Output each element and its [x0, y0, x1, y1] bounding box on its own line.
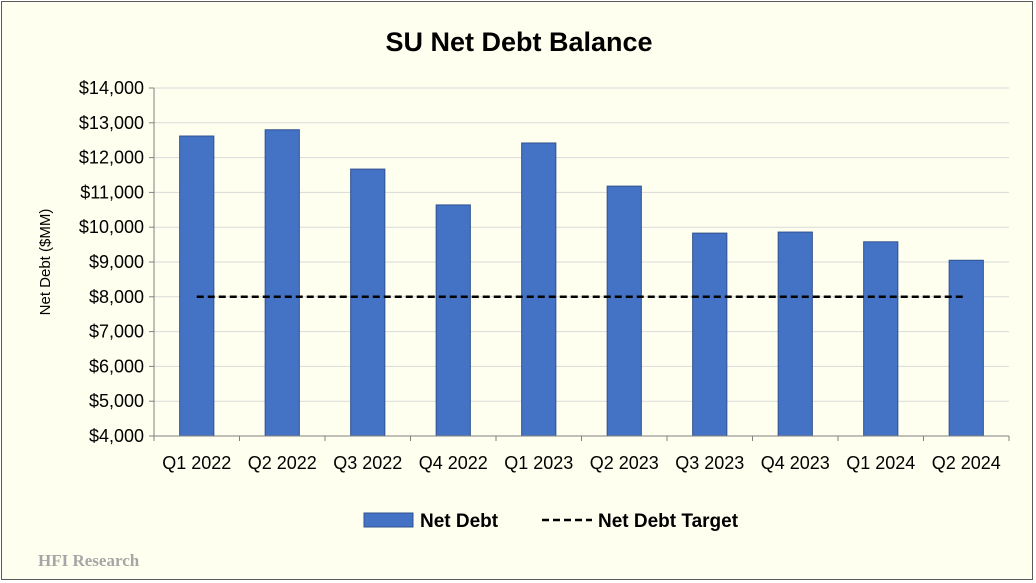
y-tick-labels: $4,000 $5,000 $6,000 $7,000 $8,000 $9,000 $10,… [79, 78, 144, 446]
x-tick-label: Q3 2023 [675, 453, 744, 473]
x-tick-label: Q2 2023 [590, 453, 659, 473]
bar-net-debt [692, 232, 728, 437]
bar-net-debt [350, 168, 386, 437]
y-tick-label: $14,000 [79, 78, 144, 98]
x-tick-label: Q4 2022 [419, 453, 488, 473]
x-tick-label: Q2 2024 [932, 453, 1001, 473]
y-tick-label: $10,000 [79, 217, 144, 237]
watermark: HFI Research [38, 551, 140, 570]
y-axis-title: Net Debt ($MM) [37, 209, 54, 316]
y-tick-label: $9,000 [89, 252, 144, 272]
axes [153, 88, 1010, 441]
x-tick-label: Q2 2022 [248, 453, 317, 473]
x-tick-label: Q1 2023 [504, 453, 573, 473]
y-tick-label: $11,000 [80, 182, 144, 202]
y-tick-label: $8,000 [89, 287, 144, 307]
legend-label-net-debt: Net Debt [420, 511, 499, 532]
y-tick-label: $5,000 [89, 391, 144, 411]
y-tick-label: $6,000 [89, 356, 144, 376]
y-tick-label: $4,000 [89, 426, 144, 446]
bar-net-debt [521, 142, 557, 437]
bar-net-debt [435, 204, 471, 437]
chart-title: SU Net Debt Balance [385, 27, 652, 57]
bar-series [179, 129, 984, 437]
x-tick-label: Q3 2022 [333, 453, 402, 473]
x-tick-label: Q1 2024 [846, 453, 915, 473]
y-tick-label: $7,000 [89, 322, 144, 342]
bar-net-debt [179, 135, 215, 437]
bar-net-debt [948, 259, 984, 437]
x-tick-label: Q4 2023 [761, 453, 830, 473]
y-tick-label: $12,000 [79, 148, 144, 168]
bar-net-debt [264, 129, 300, 437]
bar-net-debt [863, 241, 899, 437]
bar-net-debt [606, 185, 642, 437]
legend: Net Debt Net Debt Target [363, 511, 739, 532]
x-tick-labels: Q1 2022 Q2 2022 Q3 2022 Q4 2022 Q1 2023 Q2 20… [162, 453, 1001, 473]
legend-swatch-net-debt [363, 512, 414, 528]
y-tick-label: $13,000 [79, 113, 144, 133]
legend-label-net-debt-target: Net Debt Target [598, 511, 739, 532]
x-tick-label: Q1 2022 [162, 453, 231, 473]
bar-net-debt [777, 231, 813, 437]
